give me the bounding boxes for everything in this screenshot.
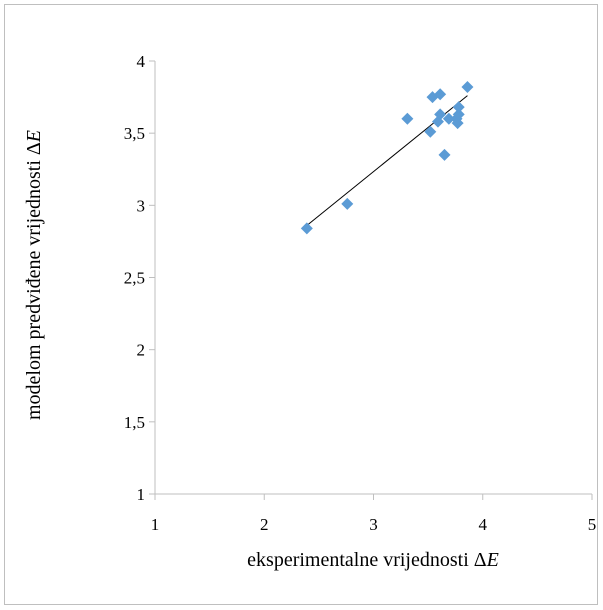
- y-tick-label: 1: [137, 485, 146, 504]
- x-tick-label: 3: [369, 515, 378, 534]
- axes: [154, 61, 592, 495]
- data-point: [401, 112, 414, 125]
- data-point: [438, 148, 451, 161]
- x-axis-ticks: 1 2 3 4 5: [151, 494, 597, 534]
- y-tick-label: 2: [137, 341, 146, 360]
- data-point: [424, 125, 437, 138]
- x-tick-label: 5: [588, 515, 597, 534]
- chart-area: [4, 4, 598, 605]
- data-point: [434, 108, 447, 121]
- y-tick-label: 2,5: [124, 269, 145, 288]
- y-tick-label: 4: [137, 52, 146, 71]
- x-axis-title: eksperimentalne vrijednosti ΔE: [247, 549, 499, 571]
- data-point: [451, 117, 464, 130]
- data-point: [452, 108, 465, 121]
- data-point: [442, 112, 455, 125]
- data-points: [300, 80, 474, 235]
- y-axis-ticks: 1 1,5 2 2,5 3 3,5 4: [124, 52, 155, 504]
- x-tick-label: 1: [151, 515, 160, 534]
- data-point: [461, 80, 474, 93]
- data-point: [452, 101, 465, 114]
- y-tick-label: 3,5: [124, 124, 145, 143]
- y-axis-title: modelom predviđene vrijednosti ΔE: [23, 130, 45, 420]
- data-point: [434, 88, 447, 101]
- data-point: [300, 222, 313, 235]
- x-tick-label: 4: [479, 515, 488, 534]
- data-point: [341, 197, 354, 210]
- x-tick-label: 2: [260, 515, 269, 534]
- y-tick-label: 1,5: [124, 413, 145, 432]
- y-tick-label: 3: [137, 196, 146, 215]
